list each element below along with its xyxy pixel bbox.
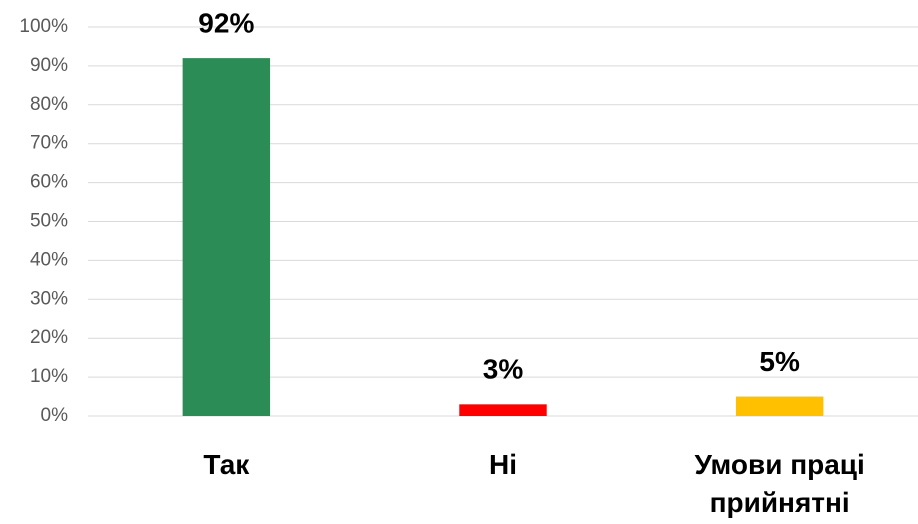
bar: [459, 404, 547, 416]
bar: [182, 58, 271, 417]
value-label: 3%: [483, 354, 524, 385]
y-tick-label: 70%: [30, 133, 68, 154]
y-tick-label: 10%: [30, 366, 68, 387]
y-tick-label: 90%: [30, 55, 68, 76]
y-tick-label: 0%: [41, 405, 69, 426]
value-label: 92%: [198, 8, 254, 39]
y-tick-label: 100%: [19, 16, 68, 37]
x-tick-label: Так: [203, 449, 250, 480]
bar: [735, 396, 824, 416]
y-tick-label: 60%: [30, 172, 68, 193]
y-tick-label: 30%: [30, 288, 68, 309]
y-tick-label: 50%: [30, 211, 68, 232]
y-tick-label: 40%: [30, 249, 68, 270]
y-tick-label: 80%: [30, 94, 68, 115]
x-tick-label: Умови праці прийнятні: [694, 449, 865, 518]
y-tick-label: 20%: [30, 327, 68, 348]
x-tick-label: Ні: [489, 449, 517, 480]
value-label: 5%: [759, 346, 800, 377]
